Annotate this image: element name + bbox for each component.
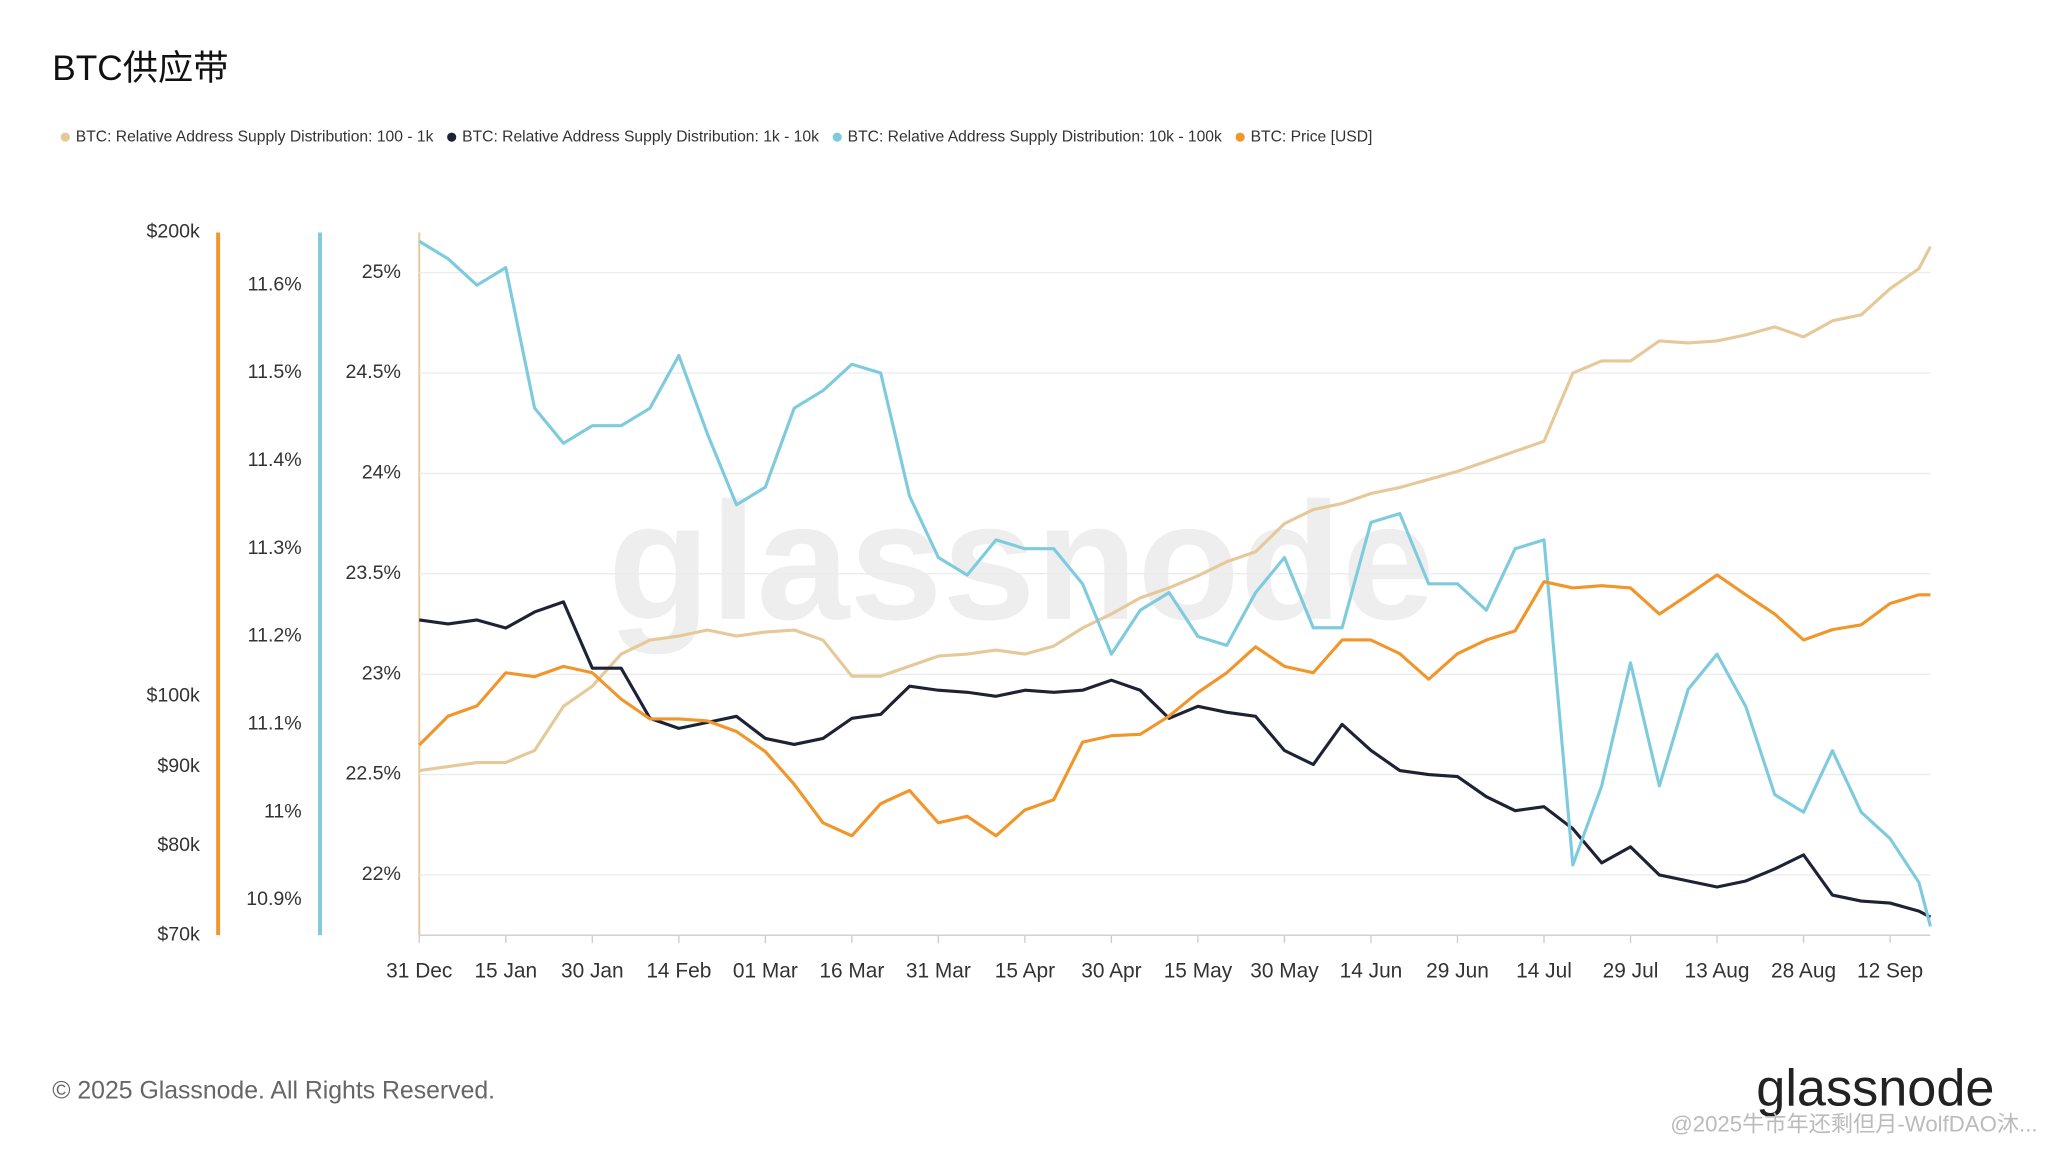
y-tick-label: 11.3% (248, 537, 302, 559)
chart-title: BTC供应带 (52, 49, 228, 88)
y-tick-label: 11.6% (248, 273, 302, 295)
y-tick-label: 22% (362, 863, 401, 885)
logo: glassnode (1756, 1060, 1994, 1118)
x-tick-label: 01 Mar (733, 959, 798, 982)
y-tick-label: $200k (146, 221, 200, 243)
y-tick-label: 23.5% (345, 562, 401, 584)
series-line (419, 600, 1932, 919)
y-tick-label: 11.2% (248, 625, 302, 647)
legend-label: BTC: Relative Address Supply Distributio… (848, 128, 1222, 145)
legend-swatch (447, 132, 457, 142)
y-tick-label: $80k (157, 834, 200, 856)
x-tick-label: 14 Jun (1340, 959, 1403, 982)
legend-swatch (60, 132, 70, 142)
y-tick-label: 22.5% (345, 763, 401, 785)
legend-label: BTC: Price [USD] (1251, 128, 1373, 145)
x-tick-label: 13 Aug (1685, 959, 1750, 982)
y-tick-label: 11.1% (248, 713, 302, 735)
x-tick-label: 15 Apr (995, 959, 1055, 982)
y-tick-label: 25% (362, 261, 401, 283)
y-tick-label: 24% (362, 462, 401, 484)
series-line (419, 245, 1932, 773)
x-tick-label: 14 Feb (646, 959, 711, 982)
x-tick-label: 31 Dec (386, 959, 452, 982)
y-tick-label: $70k (157, 923, 200, 945)
x-tick-label: 31 Mar (906, 959, 971, 982)
y-tick-label: $100k (146, 685, 200, 707)
y-tick-label: 11% (264, 800, 302, 822)
y-tick-label: 24.5% (345, 361, 401, 383)
x-tick-label: 15 Jan (474, 959, 537, 982)
x-tick-label: 12 Sep (1857, 959, 1923, 982)
x-tick-label: 30 May (1250, 959, 1319, 982)
x-tick-label: 30 Apr (1081, 959, 1141, 982)
series-line (418, 573, 1931, 838)
x-tick-label: 28 Aug (1771, 959, 1836, 982)
x-tick-label: 30 Jan (561, 959, 624, 982)
y-tick-label: 11.5% (248, 361, 302, 383)
credit: @2025牛市年还剩但月-WolfDAO沐... (1670, 1112, 2037, 1137)
footer: © 2025 Glassnode. All Rights Reserved. (52, 1077, 495, 1104)
y-tick-label: $90k (157, 755, 200, 777)
y-tick-label: 10.9% (246, 888, 302, 910)
legend-label: BTC: Relative Address Supply Distributio… (76, 128, 434, 145)
y-tick-label: 11.4% (248, 449, 302, 471)
series-line (418, 239, 1932, 927)
legend-swatch (832, 132, 842, 142)
x-tick-label: 16 Mar (819, 959, 884, 982)
x-tick-label: 14 Jul (1516, 959, 1572, 982)
legend-swatch (1235, 132, 1245, 142)
x-tick-label: 29 Jul (1603, 959, 1659, 982)
legend-label: BTC: Relative Address Supply Distributio… (462, 128, 819, 145)
x-tick-label: 15 May (1164, 959, 1233, 982)
x-tick-label: 29 Jun (1426, 959, 1489, 982)
y-tick-label: 23% (362, 662, 401, 684)
